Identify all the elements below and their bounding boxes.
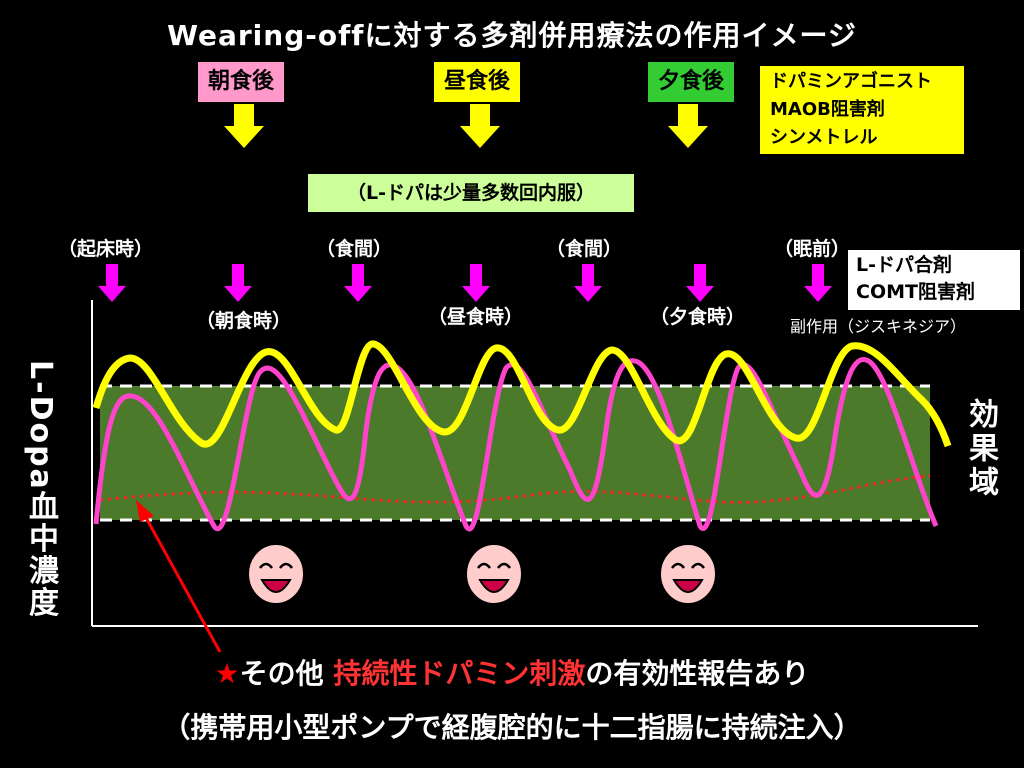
arrow-down-icon (668, 104, 708, 148)
meal-label-text: 朝食後 (208, 69, 275, 94)
timing-label-lunch: （昼食時） (428, 306, 524, 328)
ldopa-box-line: COMT阻害剤 (856, 281, 975, 303)
meal-label-text: 昼食後 (444, 69, 511, 94)
drug-line: ドパミンアゴニスト (770, 71, 932, 92)
drug-line: MAOB阻害剤 (770, 99, 885, 120)
arrow-down-icon (686, 264, 714, 302)
arrow-head-icon (136, 500, 154, 522)
continuous-stimulation-curve (99, 474, 931, 504)
pointer-arrow (142, 513, 222, 653)
timing-label-bedtime: （眠前） (774, 238, 851, 260)
ldopa-box-line: L-ドパ合剤 (856, 254, 952, 276)
meal-label-text: 夕食後 (658, 69, 725, 94)
bottom-note-detail: （携帯用小型ポンプで経腹腔的に十二指腸に持続注入） (162, 711, 862, 744)
page-title: Wearing-offに対する多剤併用療法の作用イメージ (167, 19, 857, 52)
star-icon: ★ (214, 657, 240, 690)
timing-label-dinner: （夕食時） (650, 306, 746, 328)
polypharmacy-curve (92, 340, 952, 448)
meal-arrows (224, 104, 708, 148)
meal-label-dinner: 夕食後 (648, 62, 735, 102)
meal-label-lunch: 昼食後 (434, 62, 521, 102)
smiley-face-icon (247, 543, 305, 605)
dose-arrows (98, 264, 832, 302)
timing-label-between-meals: （食間） (316, 238, 393, 260)
timing-label-between-meals: （食間） (546, 238, 623, 260)
arrow-down-icon (344, 264, 372, 302)
ldopa-combination-box: L-ドパ合剤 COMT阻害剤 (848, 250, 1020, 310)
y-axis-label: L-Dopa血中濃度 (23, 360, 58, 619)
smiley-face-icon (659, 543, 717, 605)
arrow-down-icon (98, 264, 126, 302)
ldopa-dosing-note: （L-ドパは少量多数回内服） (308, 174, 634, 212)
timing-label-breakfast: （朝食時） (196, 310, 292, 332)
bottom-note-highlight: 持続性ドパミン刺激 (333, 657, 586, 690)
bottom-note: ★その他 持続性ドパミン刺激の有効性報告あり (0, 652, 1024, 692)
arrow-down-icon (224, 264, 252, 302)
arrow-down-icon (224, 104, 264, 148)
arrow-down-icon (804, 264, 832, 302)
side-effect-label: 副作用（ジスキネジア） (790, 317, 967, 336)
drug-line: シンメトレル (770, 127, 878, 148)
effect-zone (100, 386, 930, 520)
drug-box: ドパミンアゴニスト MAOB阻害剤 シンメトレル (760, 66, 964, 154)
bottom-note-prefix: その他 (239, 657, 334, 690)
arrow-down-icon (574, 264, 602, 302)
bottom-note-suffix: の有効性報告あり (585, 657, 810, 690)
effect-range-label: 効果域 (963, 398, 998, 500)
meal-label-breakfast: 朝食後 (198, 62, 285, 102)
smiley-face-icon (465, 543, 523, 605)
timing-label-wakeup: （起床時） (58, 238, 154, 260)
arrow-down-icon (460, 104, 500, 148)
arrow-down-icon (462, 264, 490, 302)
